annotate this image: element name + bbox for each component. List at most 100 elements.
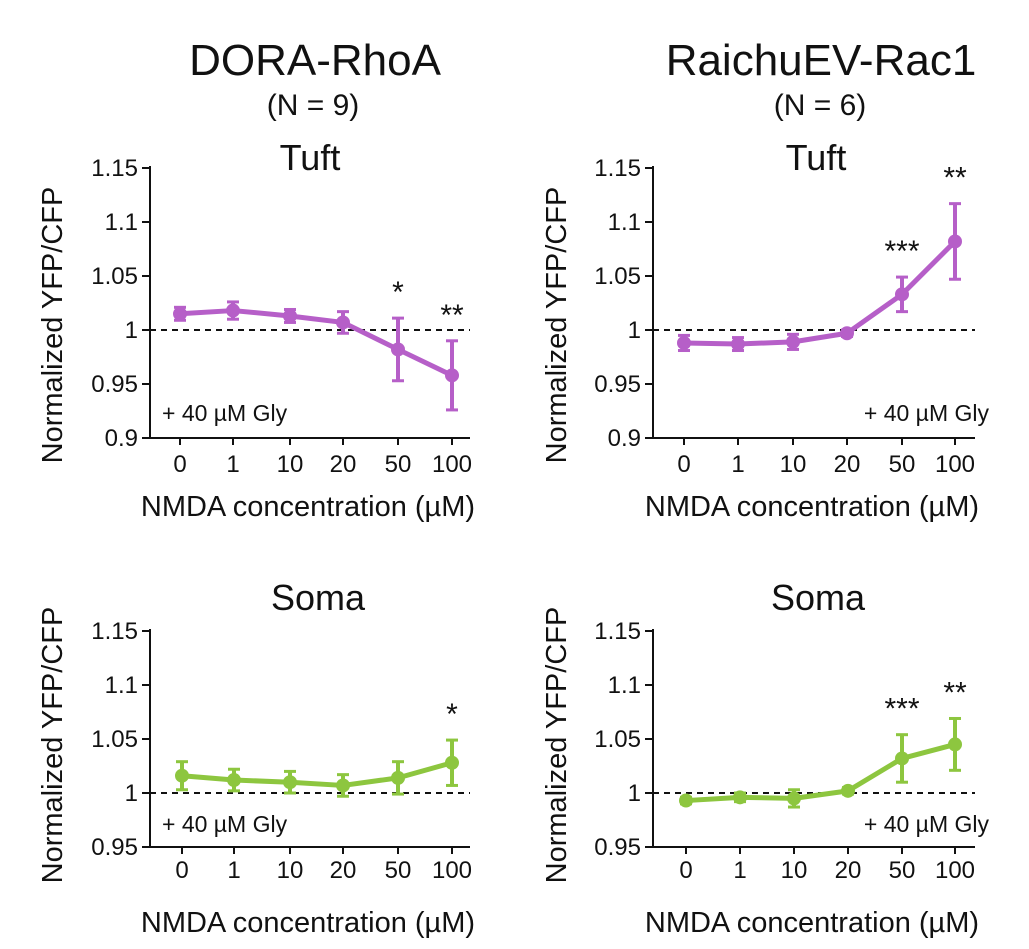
- significance-marker: **: [440, 299, 464, 332]
- data-point: [677, 335, 691, 350]
- significance-marker: *: [446, 698, 458, 731]
- chart-panel-soma-dora-rhoa: Soma 1.15 1.1 1.05 1 0.95 0 1 10 20 50 100 NMDA conc…: [37, 577, 475, 939]
- x-tick-label: 100: [432, 857, 472, 884]
- significance-marker: **: [943, 162, 967, 195]
- x-tick-label: 1: [226, 451, 239, 478]
- x-tick-label: 50: [385, 857, 412, 884]
- data-point: [173, 306, 187, 321]
- significance-marker: ***: [884, 235, 919, 268]
- y-axis-label: Normalized YFP/CFP: [541, 607, 573, 884]
- panel-title: Soma: [771, 577, 866, 618]
- series-line: [179, 308, 454, 378]
- x-axis-label: NMDA concentration (µM): [645, 491, 979, 523]
- x-tick-label: 20: [834, 451, 861, 478]
- x-tick-label: 1: [733, 857, 746, 884]
- x-tick-label: 100: [432, 451, 472, 478]
- data-point: [391, 342, 405, 357]
- y-tick-label: 1: [628, 317, 641, 344]
- significance-marker: **: [943, 676, 967, 709]
- significance-marker: ***: [884, 693, 919, 726]
- column-n-dora-rhoa: (N = 9): [267, 89, 360, 122]
- data-point: [283, 308, 297, 323]
- series-line: [685, 741, 956, 804]
- y-tick-label: 1: [125, 317, 138, 344]
- y-tick-label: 1: [628, 780, 641, 807]
- panel-title: Tuft: [786, 137, 847, 178]
- condition-annotation: + 40 µM Gly: [162, 400, 288, 426]
- x-tick-label: 20: [330, 857, 357, 884]
- data-point: [731, 337, 745, 352]
- data-point: [227, 773, 241, 788]
- x-tick-label: 10: [781, 857, 808, 884]
- data-point: [895, 287, 909, 302]
- condition-annotation: + 40 µM Gly: [864, 811, 990, 837]
- data-point: [895, 751, 909, 766]
- y-tick-label: 1.15: [91, 618, 138, 645]
- condition-annotation: + 40 µM Gly: [864, 400, 990, 426]
- y-axis-label: Normalized YFP/CFP: [37, 607, 69, 884]
- y-tick-label: 0.9: [608, 425, 641, 452]
- column-title-dora-rhoa: DORA-RhoA: [189, 36, 441, 85]
- y-tick-label: 1.15: [594, 618, 641, 645]
- panel-title: Tuft: [280, 137, 341, 178]
- y-tick-label: 1.05: [91, 263, 138, 290]
- data-point: [175, 768, 189, 783]
- y-tick-label: 1.1: [105, 209, 138, 236]
- y-tick-label: 1.05: [594, 263, 641, 290]
- y-tick-label: 1.1: [608, 672, 641, 699]
- y-tick-label: 1.05: [91, 726, 138, 753]
- significance-marker: *: [392, 276, 404, 309]
- x-tick-label: 0: [173, 451, 186, 478]
- y-tick-label: 1.15: [594, 155, 641, 182]
- x-tick-label: 50: [385, 451, 412, 478]
- data-point: [445, 755, 459, 770]
- y-tick-label: 0.95: [594, 371, 641, 398]
- data-point: [336, 778, 350, 793]
- data-point: [840, 326, 854, 341]
- data-point: [948, 234, 962, 249]
- y-tick-label: 1.15: [91, 155, 138, 182]
- column-n-raichuev-rac1: (N = 6): [774, 89, 867, 122]
- x-tick-label: 10: [277, 451, 304, 478]
- y-tick-label: 0.95: [91, 371, 138, 398]
- series-line: [181, 760, 453, 788]
- x-tick-label: 10: [780, 451, 807, 478]
- y-axis-label: Normalized YFP/CFP: [541, 187, 573, 464]
- x-tick-label: 50: [889, 857, 916, 884]
- data-point: [733, 790, 747, 805]
- x-tick-label: 0: [175, 857, 188, 884]
- data-point: [679, 793, 693, 808]
- x-tick-label: 20: [835, 857, 862, 884]
- y-tick-label: 1: [125, 780, 138, 807]
- data-point: [787, 791, 801, 806]
- data-point: [336, 315, 350, 330]
- y-tick-label: 0.95: [594, 834, 641, 861]
- x-axis-label: NMDA concentration (µM): [141, 491, 475, 523]
- x-tick-label: 100: [935, 857, 975, 884]
- data-point: [283, 775, 297, 790]
- data-point: [226, 303, 240, 318]
- condition-annotation: + 40 µM Gly: [162, 811, 288, 837]
- x-tick-label: 100: [935, 451, 975, 478]
- x-axis-label: NMDA concentration (µM): [141, 907, 475, 939]
- x-tick-label: 1: [731, 451, 744, 478]
- chart-panel-soma-raichuev-rac1: Soma 1.15 1.1 1.05 1 0.95 0 1 10 20 50 100 NMDA conc…: [541, 577, 989, 939]
- chart-panel-tuft-dora-rhoa: Tuft 1.15 1.1 1.05 1 0.95 0.9 0 1 10 20 50 100 NMDA c…: [37, 137, 475, 523]
- series-line: [683, 239, 957, 347]
- y-tick-label: 1.1: [608, 209, 641, 236]
- data-point: [445, 368, 459, 383]
- x-tick-label: 0: [677, 451, 690, 478]
- y-tick-label: 1.05: [594, 726, 641, 753]
- y-axis-label: Normalized YFP/CFP: [37, 187, 69, 464]
- y-tick-label: 1.1: [105, 672, 138, 699]
- data-point: [391, 770, 405, 785]
- data-point: [841, 783, 855, 798]
- x-tick-label: 0: [679, 857, 692, 884]
- chart-panel-tuft-raichuev-rac1: Tuft 1.15 1.1 1.05 1 0.95 0.9 0 1 10 20 50 100 NMDA c…: [541, 137, 989, 523]
- x-tick-label: 50: [889, 451, 916, 478]
- x-tick-label: 1: [227, 857, 240, 884]
- data-point: [948, 737, 962, 752]
- y-tick-label: 0.9: [105, 425, 138, 452]
- data-point: [786, 334, 800, 349]
